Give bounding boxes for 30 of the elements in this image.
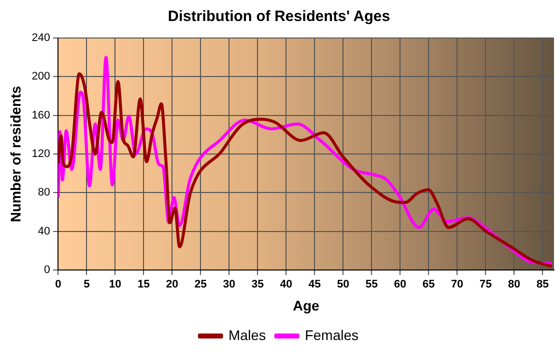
x-tick-label: 60 (394, 278, 406, 291)
x-tick-label: 30 (223, 278, 236, 291)
y-tick-label: 200 (32, 70, 50, 83)
x-tick-label: 0 (55, 278, 62, 291)
x-tick-label: 25 (194, 278, 207, 291)
x-tick-label: 50 (337, 278, 350, 291)
x-tick-label: 35 (252, 278, 264, 291)
x-tick-label: 10 (109, 278, 122, 291)
x-tick-label: 75 (479, 278, 492, 291)
x-tick-label: 85 (536, 278, 549, 291)
x-axis-title: Age (292, 297, 320, 314)
y-tick-label: 40 (38, 225, 50, 238)
x-tick-label: 80 (508, 278, 520, 291)
y-tick-label: 120 (32, 148, 50, 160)
y-tick-label: 240 (32, 32, 50, 44)
y-tick-label: 80 (38, 186, 50, 199)
x-tick-label: 45 (308, 278, 321, 291)
x-tick-label: 55 (365, 278, 378, 291)
x-tick-label: 5 (84, 278, 90, 291)
y-axis-title: Number of residents (7, 86, 24, 222)
y-tick-label: 0 (44, 264, 50, 276)
x-tick-label: 40 (280, 278, 292, 291)
x-tick-label: 65 (422, 278, 435, 291)
x-tick-label: 20 (166, 278, 178, 291)
x-tick-label: 70 (450, 278, 464, 291)
chart-title: Distribution of Residents' Ages (168, 8, 390, 26)
x-tick-label: 15 (138, 278, 150, 291)
y-tick-label: 160 (32, 109, 50, 122)
legend-label: Males (228, 326, 266, 343)
legend-label: Females (304, 326, 359, 343)
